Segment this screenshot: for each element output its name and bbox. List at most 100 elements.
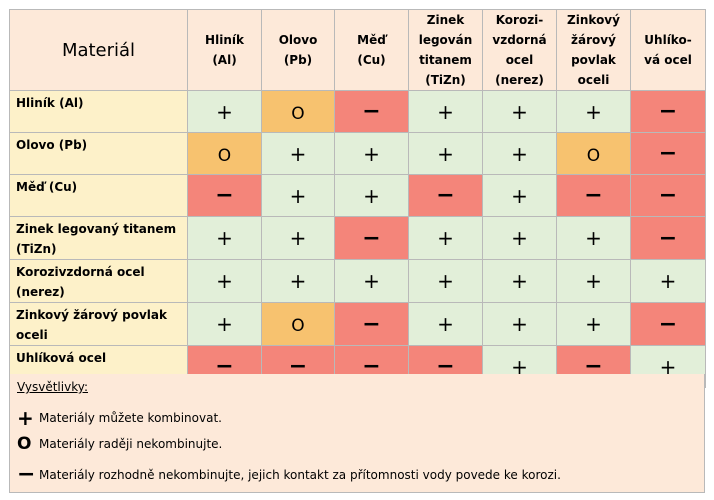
compatibility-cell-plus: + bbox=[408, 216, 483, 260]
compatibility-cell-plus: + bbox=[408, 132, 483, 175]
plus-icon: + bbox=[585, 312, 602, 336]
compatibility-cell-minus: − bbox=[408, 174, 483, 217]
plus-icon: + bbox=[511, 269, 528, 293]
plus-icon: + bbox=[363, 269, 380, 293]
minus-icon: − bbox=[658, 311, 678, 337]
compatibility-cell-minus: − bbox=[630, 90, 706, 133]
plus-icon: + bbox=[363, 141, 380, 166]
compatibility-cell-plus: + bbox=[334, 174, 409, 217]
legend: Vysvětlivky: + Materiály můžete kombinov… bbox=[9, 374, 705, 493]
compatibility-cell-plus: + bbox=[408, 90, 483, 133]
plus-icon: + bbox=[216, 99, 233, 124]
compatibility-cell-plus: + bbox=[482, 90, 557, 133]
compatibility-cell-plus: + bbox=[187, 302, 262, 346]
legend-item-avoid: O Materiály raději nekombinujte. bbox=[17, 434, 222, 454]
legend-text: Materiály rozhodně nekombinujte, jejich … bbox=[39, 467, 561, 482]
table-row: Olovo (Pb) O + + + + O − bbox=[9, 132, 706, 175]
legend-item-compatible: + Materiály můžete kombinovat. bbox=[17, 406, 222, 430]
compatibility-cell-plus: + bbox=[482, 216, 557, 260]
compatibility-cell-plus: + bbox=[482, 259, 557, 303]
minus-icon: − bbox=[436, 354, 455, 379]
compatibility-cell-circle: O bbox=[187, 132, 262, 175]
minus-icon: − bbox=[658, 141, 678, 166]
minus-icon: − bbox=[658, 99, 678, 124]
minus-icon: − bbox=[215, 354, 234, 379]
column-header-label: Olovo (Pb) bbox=[278, 33, 318, 67]
legend-title: Vysvětlivky: bbox=[17, 380, 88, 394]
compatibility-cell-circle: O bbox=[261, 90, 335, 133]
plus-icon: + bbox=[437, 99, 454, 124]
plus-icon: + bbox=[289, 226, 307, 250]
compatibility-cell-minus: − bbox=[187, 174, 262, 217]
minus-icon: − bbox=[288, 354, 308, 379]
plus-icon: + bbox=[216, 312, 233, 336]
plus-icon: + bbox=[216, 269, 233, 293]
compatibility-cell-plus: + bbox=[187, 90, 262, 133]
plus-icon: + bbox=[437, 312, 454, 336]
minus-icon: − bbox=[584, 183, 603, 208]
plus-icon: + bbox=[511, 183, 528, 208]
legend-text: Materiály raději nekombinujte. bbox=[39, 437, 223, 451]
plus-icon: + bbox=[511, 141, 528, 166]
compatibility-cell-plus: + bbox=[261, 259, 335, 303]
legend-text: Materiály můžete kombinovat. bbox=[39, 411, 222, 425]
circle-icon: O bbox=[291, 103, 305, 124]
compatibility-cell-plus: + bbox=[556, 90, 631, 133]
compatibility-cell-plus: + bbox=[261, 174, 335, 217]
plus-icon: + bbox=[511, 312, 528, 336]
column-header: Korozi- vzdorná ocel (nerez) bbox=[482, 9, 557, 91]
compatibility-cell-plus: + bbox=[482, 302, 557, 346]
plus-icon: + bbox=[437, 141, 454, 166]
circle-icon: O bbox=[291, 316, 305, 336]
table-row: Zinkový žárový povlak oceli + O − + + + − bbox=[9, 302, 706, 346]
legend-item-incompatible: − Materiály rozhodně nekombinujte, jejic… bbox=[17, 462, 561, 487]
compatibility-cell-minus: − bbox=[334, 216, 409, 260]
minus-icon: − bbox=[362, 225, 381, 251]
minus-icon: − bbox=[362, 99, 381, 124]
column-header: Olovo (Pb) bbox=[261, 9, 335, 91]
plus-icon: + bbox=[437, 269, 454, 293]
compatibility-cell-minus: − bbox=[334, 302, 409, 346]
compatibility-cell-plus: + bbox=[334, 132, 409, 175]
compatibility-table: Materiál Hliník (Al) Olovo (Pb) Měď (Cu) Zin… bbox=[9, 9, 706, 388]
plus-icon: + bbox=[585, 269, 602, 293]
circle-icon: O bbox=[217, 145, 232, 166]
minus-icon: − bbox=[362, 311, 381, 337]
compatibility-cell-plus: + bbox=[556, 216, 631, 260]
compatibility-cell-plus: + bbox=[187, 259, 262, 303]
plus-icon: + bbox=[659, 269, 677, 293]
compatibility-table-container: Materiál Hliník (Al) Olovo (Pb) Měď (Cu) Zin… bbox=[9, 9, 706, 493]
plus-icon: + bbox=[585, 99, 602, 124]
row-header: Měď (Cu) bbox=[9, 174, 188, 217]
compatibility-cell-plus: + bbox=[482, 132, 557, 175]
column-header-label: Zinek legován titanem (TiZn) bbox=[418, 13, 473, 87]
row-header: Hliník (Al) bbox=[9, 90, 188, 133]
table-row: Zinek legovaný titanem (TiZn) + + − + + + − bbox=[9, 216, 706, 260]
compatibility-cell-minus: − bbox=[630, 302, 706, 346]
plus-icon: + bbox=[659, 354, 677, 379]
compatibility-cell-circle: O bbox=[556, 132, 631, 175]
compatibility-cell-plus: + bbox=[261, 132, 335, 175]
minus-icon: − bbox=[658, 225, 678, 251]
circle-icon: O bbox=[17, 434, 32, 454]
compatibility-cell-minus: − bbox=[556, 174, 631, 217]
column-header-label: Měď (Cu) bbox=[357, 33, 386, 67]
compatibility-cell-plus: + bbox=[408, 259, 483, 303]
minus-icon: − bbox=[658, 183, 678, 208]
plus-icon: + bbox=[511, 99, 528, 124]
compatibility-cell-minus: − bbox=[334, 90, 409, 133]
column-header-label: Hliník (Al) bbox=[205, 33, 244, 67]
column-header: Zinek legován titanem (TiZn) bbox=[408, 9, 483, 91]
plus-icon: + bbox=[289, 183, 307, 208]
header-row: Materiál Hliník (Al) Olovo (Pb) Měď (Cu) Zin… bbox=[9, 9, 706, 91]
plus-icon: + bbox=[17, 406, 34, 430]
table-row: Hliník (Al) + O − + + + − bbox=[9, 90, 706, 133]
corner-label: Materiál bbox=[9, 9, 188, 91]
plus-icon: + bbox=[437, 226, 454, 250]
plus-icon: + bbox=[585, 226, 602, 250]
compatibility-cell-minus: − bbox=[630, 216, 706, 260]
column-header: Hliník (Al) bbox=[187, 9, 262, 91]
compatibility-cell-plus: + bbox=[408, 302, 483, 346]
compatibility-cell-circle: O bbox=[261, 302, 335, 346]
row-header: Zinkový žárový povlak oceli bbox=[9, 302, 188, 346]
